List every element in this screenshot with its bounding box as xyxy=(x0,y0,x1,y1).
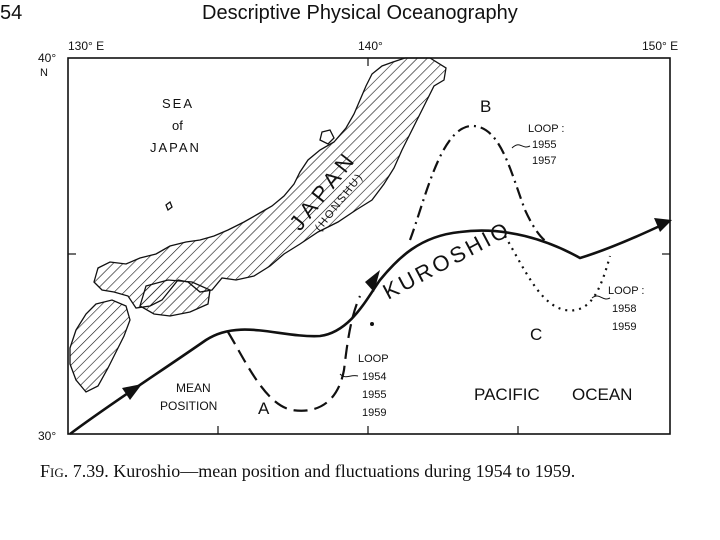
loop-b-leader xyxy=(511,144,531,149)
loop-a-leader xyxy=(339,373,359,378)
figure-caption-text: Kuroshio—mean position and fluctuations … xyxy=(113,461,576,481)
mean-position-label-line2: POSITION xyxy=(160,399,217,413)
ocean-label: OCEAN xyxy=(572,385,632,404)
mean-arrowhead-3 xyxy=(654,218,672,232)
pacific-label: PACIFIC xyxy=(474,385,540,404)
sea-label-line2: of xyxy=(172,118,183,133)
lon-130-label: 130° E xyxy=(68,39,104,53)
loop-b-year2: 1957 xyxy=(532,155,556,167)
loop-a-letter: A xyxy=(258,399,270,418)
lat-40-label: 40° xyxy=(38,51,56,65)
sea-label-line3: JAPAN xyxy=(150,140,201,155)
lat-30-label: 30° xyxy=(38,429,56,443)
loop-c-letter: C xyxy=(530,325,542,344)
loop-a-year1: 1954 xyxy=(362,371,386,383)
loop-c-title: LOOP : xyxy=(608,285,644,297)
loop-b-year1: 1955 xyxy=(532,139,556,151)
figure-caption: Fig. 7.39. Kuroshio—mean position and fl… xyxy=(40,461,575,482)
honshu-landmass xyxy=(93,57,447,309)
loop-a-year3: 1959 xyxy=(362,407,386,419)
mean-position-label-line1: MEAN xyxy=(176,381,211,395)
loop-b-path xyxy=(408,124,556,248)
kyushu-landmass xyxy=(69,299,131,393)
sea-label-line1: SEA xyxy=(162,96,194,111)
kuroshio-mean-path xyxy=(69,222,665,436)
shikoku-landmass xyxy=(139,279,211,317)
page-number: 54 xyxy=(0,2,23,24)
loop-c-year2: 1959 xyxy=(612,321,636,333)
page-header-title: Descriptive Physical Oceanography xyxy=(202,2,518,24)
loop-a-title: LOOP xyxy=(358,353,389,365)
loop-c-leader xyxy=(591,295,611,300)
mean-arrowhead-1 xyxy=(122,384,142,400)
loop-b-letter: B xyxy=(480,97,491,116)
loop-a-path xyxy=(227,295,362,412)
map-frame xyxy=(67,57,671,435)
lon-140-label: 140° xyxy=(358,39,383,53)
loop-b-title: LOOP : xyxy=(528,123,564,135)
mean-arrowhead-2 xyxy=(365,270,380,292)
map-dot xyxy=(370,322,374,326)
loop-a-year2: 1955 xyxy=(362,389,386,401)
oki-island xyxy=(165,200,173,212)
loop-c-year1: 1958 xyxy=(612,303,636,315)
figure-number: Fig. 7.39. xyxy=(40,461,109,481)
lat-40-dir-label: N xyxy=(40,67,48,79)
lon-150-label: 150° E xyxy=(642,39,678,53)
axis-ticks xyxy=(68,58,670,434)
sado-island xyxy=(319,129,335,145)
kuroshio-map: 130° E 140° 150° E 40° N 30° SEA of JAPA… xyxy=(38,39,678,443)
